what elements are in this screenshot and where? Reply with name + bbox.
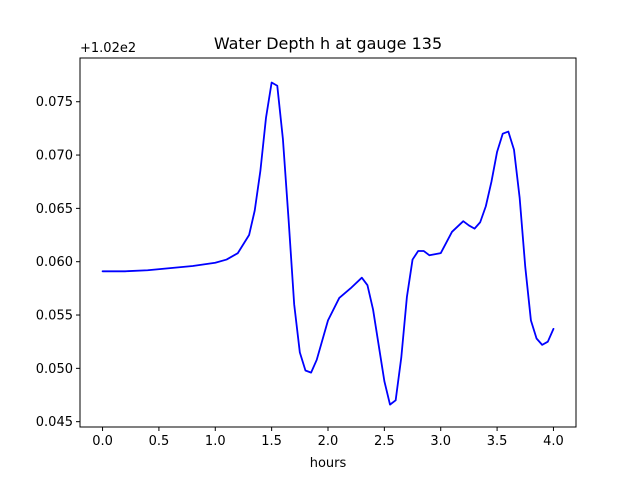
- x-axis-ticks: 0.0 0.5 1.0 1.5 2.0 2.5 3.0 3.5 4.0: [92, 427, 564, 449]
- x-tick-label: 4.0: [543, 434, 564, 449]
- y-axis-ticks: 0.045 0.050 0.055 0.060 0.065 0.070 0.075: [36, 95, 80, 430]
- y-tick-label: 0.050: [36, 362, 73, 377]
- x-tick-label: 3.0: [430, 434, 451, 449]
- x-tick-label: 2.0: [318, 434, 339, 449]
- y-tick-label: 0.070: [36, 149, 73, 164]
- y-tick-label: 0.060: [36, 255, 73, 270]
- chart-title: Water Depth h at gauge 135: [214, 34, 442, 53]
- x-tick-label: 0.5: [149, 434, 170, 449]
- x-tick-label: 3.5: [487, 434, 508, 449]
- y-tick-label: 0.075: [36, 95, 73, 110]
- axes-frame: [79, 57, 577, 428]
- x-tick-label: 0.0: [92, 434, 113, 449]
- x-tick-label: 1.5: [261, 434, 282, 449]
- series-line-0: [101, 81, 555, 406]
- y-axis-offset-text: +1.02e2: [80, 41, 136, 56]
- y-tick-label: 0.055: [36, 309, 73, 324]
- plot-area: [79, 57, 577, 428]
- x-tick-label: 2.5: [374, 434, 395, 449]
- y-tick-label: 0.065: [36, 202, 73, 217]
- x-axis-label: hours: [310, 456, 347, 471]
- x-tick-label: 1.0: [205, 434, 226, 449]
- y-tick-label: 0.045: [36, 415, 73, 430]
